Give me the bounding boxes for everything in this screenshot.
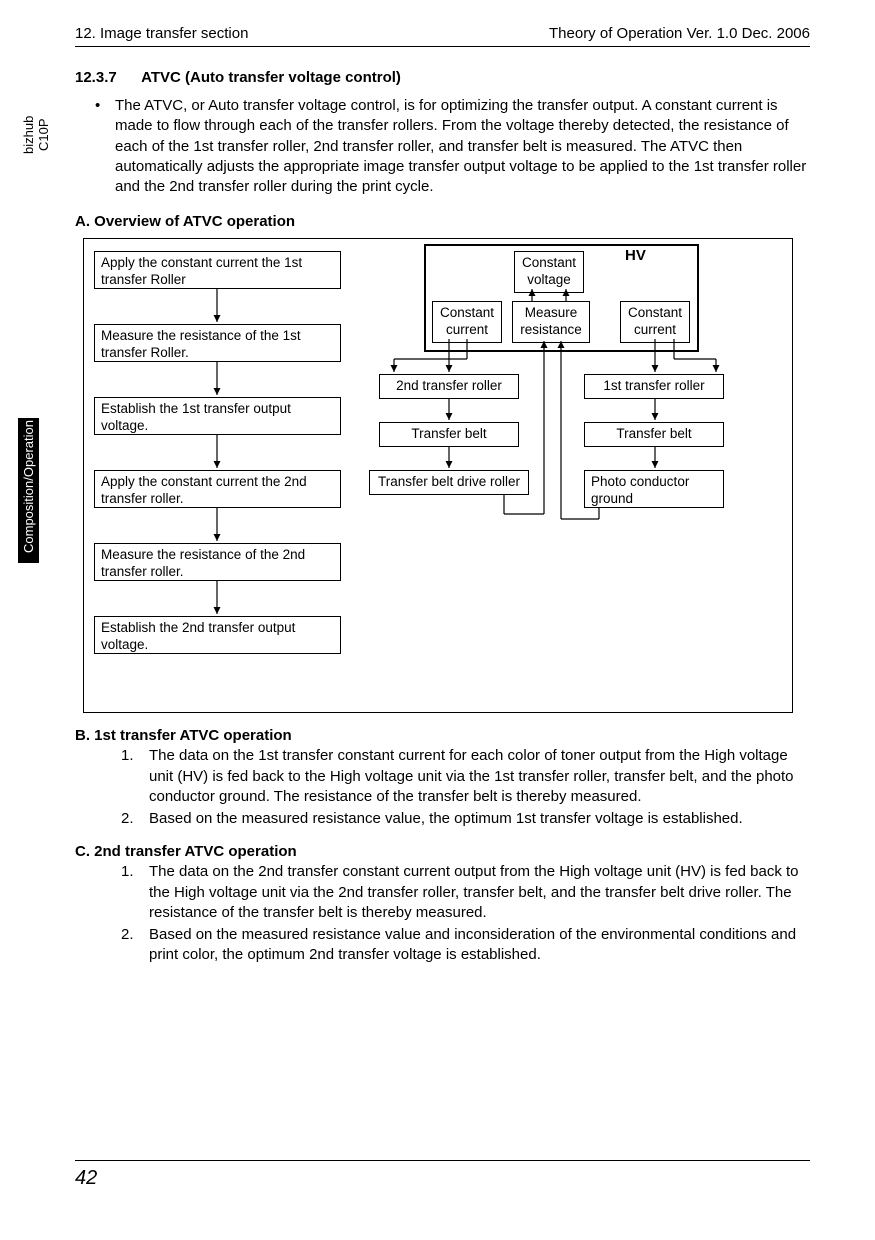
intro-paragraph: The ATVC, or Auto transfer voltage contr… [75,96,810,197]
flow-box-1: Apply the constant current the 1st trans… [94,251,341,289]
flow-box-2: Measure the resistance of the 1st transf… [94,324,341,362]
atvc-diagram: Apply the constant current the 1st trans… [83,238,793,713]
flow-box-6: Establish the 2nd transfer output voltag… [94,616,341,654]
sub-heading-b: B. 1st transfer ATVC operation [75,727,810,744]
b-item-1-text: The data on the 1st transfer constant cu… [149,747,794,805]
num-1c: 1. [121,862,134,882]
header-right: Theory of Operation Ver. 1.0 Dec. 2006 [549,25,810,42]
constant-voltage-box: Constant voltage [514,251,584,293]
sub-heading-c: C. 2nd transfer ATVC operation [75,843,810,860]
c-item-2: 2. Based on the measured resistance value… [75,925,810,966]
flow-box-5: Measure the resistance of the 2nd transf… [94,543,341,581]
num-2c: 2. [121,925,134,945]
b-item-2-text: Based on the measured resistance value, … [149,810,743,827]
flow-box-4: Apply the constant current the 2nd trans… [94,470,341,508]
num-1: 1. [121,746,134,766]
c-item-1-text: The data on the 2nd transfer constant cu… [149,863,799,921]
side-tab-section: Composition/Operation [18,418,39,563]
page-content: 12. Image transfer section Theory of Ope… [75,25,810,966]
2nd-transfer-roller-box: 2nd transfer roller [379,374,519,399]
1st-transfer-roller-box: 1st transfer roller [584,374,724,399]
side-tab-model: bizhub C10P [18,90,54,180]
header-left: 12. Image transfer section [75,25,248,42]
sub-heading-a: A. Overview of ATVC operation [75,213,810,230]
page-number: 42 [75,1167,97,1189]
c-item-2-text: Based on the measured resistance value a… [149,926,796,963]
hv-label: HV [625,247,646,264]
photo-conductor-ground-box: Photo conductor ground [584,470,724,508]
transfer-belt-1-box: Transfer belt [379,422,519,447]
measure-resistance-box: Measure resistance [512,301,590,343]
c-item-1: 1. The data on the 2nd transfer constant … [75,862,810,923]
section-heading: 12.3.7 ATVC (Auto transfer voltage contr… [75,69,810,86]
num-2: 2. [121,809,134,829]
section-number: 12.3.7 [75,69,117,86]
b-item-1: 1. The data on the 1st transfer constant … [75,746,810,807]
flow-box-3: Establish the 1st transfer output voltag… [94,397,341,435]
transfer-belt-2-box: Transfer belt [584,422,724,447]
page-footer: 42 [75,1160,810,1190]
b-item-2: 2. Based on the measured resistance value… [75,809,810,829]
constant-current-2-box: Constant current [620,301,690,343]
page-header: 12. Image transfer section Theory of Ope… [75,25,810,47]
section-title: ATVC (Auto transfer voltage control) [141,69,401,86]
transfer-belt-drive-roller-box: Transfer belt drive roller [369,470,529,495]
constant-current-1-box: Constant current [432,301,502,343]
